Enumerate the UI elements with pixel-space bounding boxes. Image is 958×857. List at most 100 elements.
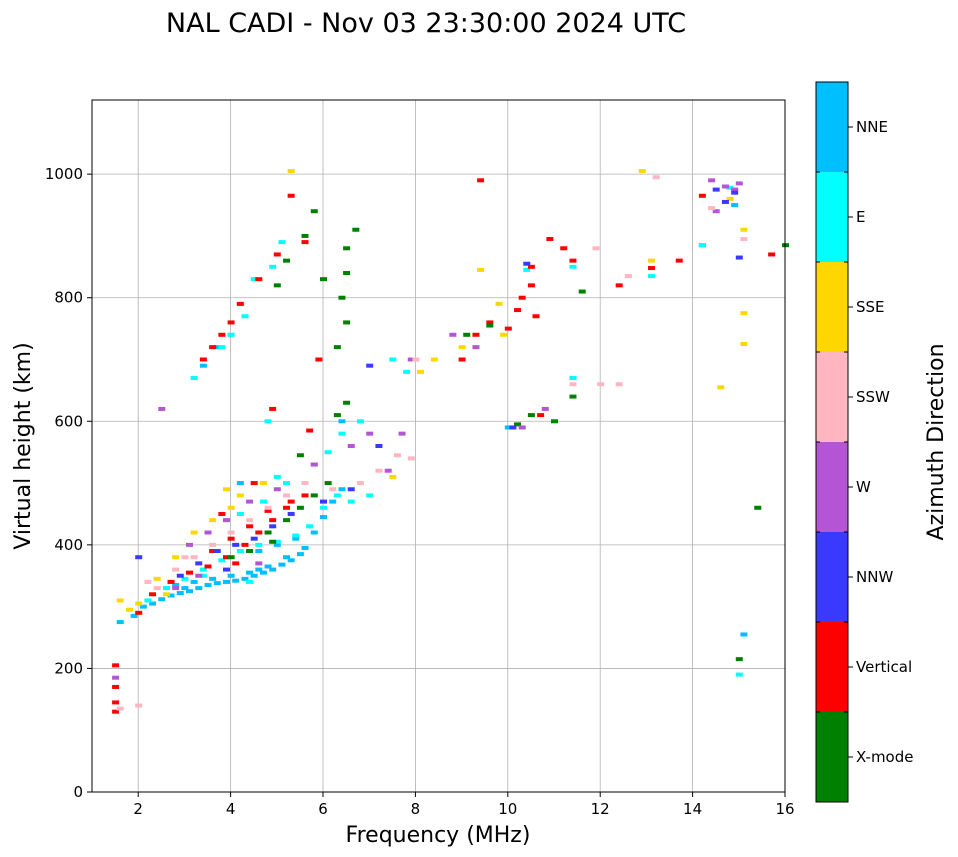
data-point-vertical — [135, 610, 143, 615]
data-point-nne — [213, 345, 221, 350]
data-point-nnw — [509, 425, 517, 430]
data-point-vertical — [204, 564, 212, 569]
data-point-nne — [292, 536, 300, 541]
data-point-e — [264, 419, 272, 424]
x-tick-label: 16 — [775, 800, 794, 818]
data-point-w — [398, 431, 406, 436]
data-point-w — [347, 444, 355, 448]
data-point-vertical — [458, 357, 466, 362]
data-point-vertical — [486, 320, 494, 325]
data-point-e — [283, 481, 291, 486]
data-point-sse — [227, 505, 235, 510]
data-point-vertical — [283, 505, 291, 510]
data-point-ssw — [652, 175, 660, 180]
data-point-nne — [296, 552, 304, 557]
data-point-nne — [222, 579, 230, 584]
data-point-w — [366, 431, 374, 436]
data-point-sse — [236, 493, 244, 498]
data-point-ssw — [144, 579, 152, 584]
data-point-ssw — [615, 382, 623, 387]
data-point-x-mode — [343, 246, 351, 251]
data-point-nne — [172, 583, 180, 588]
data-point-e — [403, 369, 411, 374]
data-point-vertical — [264, 508, 272, 513]
plot-frame — [91, 99, 786, 793]
x-tick-label: 10 — [498, 800, 517, 818]
data-point-ssw — [264, 505, 272, 510]
data-point-e — [269, 264, 277, 269]
data-point-x-mode — [338, 295, 346, 300]
y-tick-label: 400 — [54, 536, 83, 554]
data-point-nne — [232, 578, 240, 583]
data-point-vertical — [698, 193, 706, 198]
data-point-e — [246, 579, 254, 584]
data-point-x-mode — [246, 549, 254, 554]
data-point-nnw — [135, 555, 143, 560]
data-point-x-mode — [301, 233, 309, 238]
data-point-vertical — [227, 320, 235, 325]
data-point-nne — [209, 576, 217, 581]
data-point-e — [218, 558, 226, 563]
colorbar-tick-label: X-mode — [856, 748, 913, 766]
colorbar-tick-label: W — [856, 478, 871, 496]
data-point-nne — [190, 579, 198, 584]
data-point-vertical — [186, 570, 194, 575]
x-tick-label: 4 — [226, 800, 236, 818]
data-point-vertical — [301, 493, 309, 498]
data-point-nnw — [250, 536, 258, 541]
data-points — [112, 169, 789, 714]
x-axis-label: Frequency (MHz) — [346, 823, 531, 848]
data-point-x-mode — [310, 493, 318, 498]
data-point-nne — [158, 597, 166, 602]
data-point-nnw — [347, 487, 355, 492]
data-point-sse — [135, 601, 143, 606]
data-point-vertical — [546, 237, 554, 242]
data-point-vertical — [241, 542, 249, 547]
data-point-w — [721, 184, 729, 189]
data-point-nne — [329, 499, 337, 504]
data-point-e — [569, 264, 577, 269]
data-point-vertical — [472, 332, 480, 337]
data-point-ssw — [407, 456, 415, 461]
data-point-sse — [648, 258, 656, 263]
x-axis-ticks: 2 4 6 8 10 12 14 16 — [133, 792, 795, 818]
data-point-vertical — [269, 406, 277, 411]
data-point-nnw — [222, 567, 230, 572]
data-point-ssw — [356, 481, 364, 486]
colorbar-tick-label: E — [856, 208, 865, 226]
data-point-ssw — [740, 237, 748, 242]
grid-lines — [92, 100, 786, 793]
data-point-nne — [278, 562, 286, 567]
data-point-x-mode — [310, 209, 318, 214]
data-point-w — [255, 561, 263, 566]
data-point-ssw — [153, 586, 161, 591]
data-point-vertical — [218, 332, 226, 337]
data-point-ssw — [209, 542, 217, 547]
data-point-nne — [255, 549, 263, 554]
chart-title: NAL CADI - Nov 03 23:30:00 2024 UTC — [166, 8, 686, 39]
colorbar-tick-label: SSW — [856, 388, 890, 406]
data-point-nne — [504, 425, 512, 430]
data-point-vertical — [112, 700, 120, 705]
data-point-e — [236, 549, 244, 554]
data-point-ssw — [393, 453, 401, 458]
data-point-nnw — [213, 549, 221, 554]
data-point-nne — [259, 570, 267, 575]
data-point-nne — [181, 586, 189, 591]
data-point-vertical — [199, 357, 207, 362]
data-point-e — [218, 345, 226, 350]
data-point-e — [698, 243, 706, 248]
data-point-x-mode — [324, 481, 332, 486]
data-point-w — [708, 178, 716, 183]
data-point-x-mode — [527, 413, 535, 418]
data-point-nnw — [320, 499, 327, 504]
data-point-e — [735, 672, 743, 677]
data-point-nne — [338, 487, 346, 492]
colorbar-tick-label: NNW — [856, 568, 893, 586]
data-point-ssw — [301, 481, 309, 486]
data-point-nne — [269, 567, 277, 572]
x-tick-label: 14 — [683, 800, 702, 818]
data-point-e — [324, 450, 332, 455]
data-point-nne — [273, 542, 281, 547]
data-point-e — [236, 511, 244, 516]
